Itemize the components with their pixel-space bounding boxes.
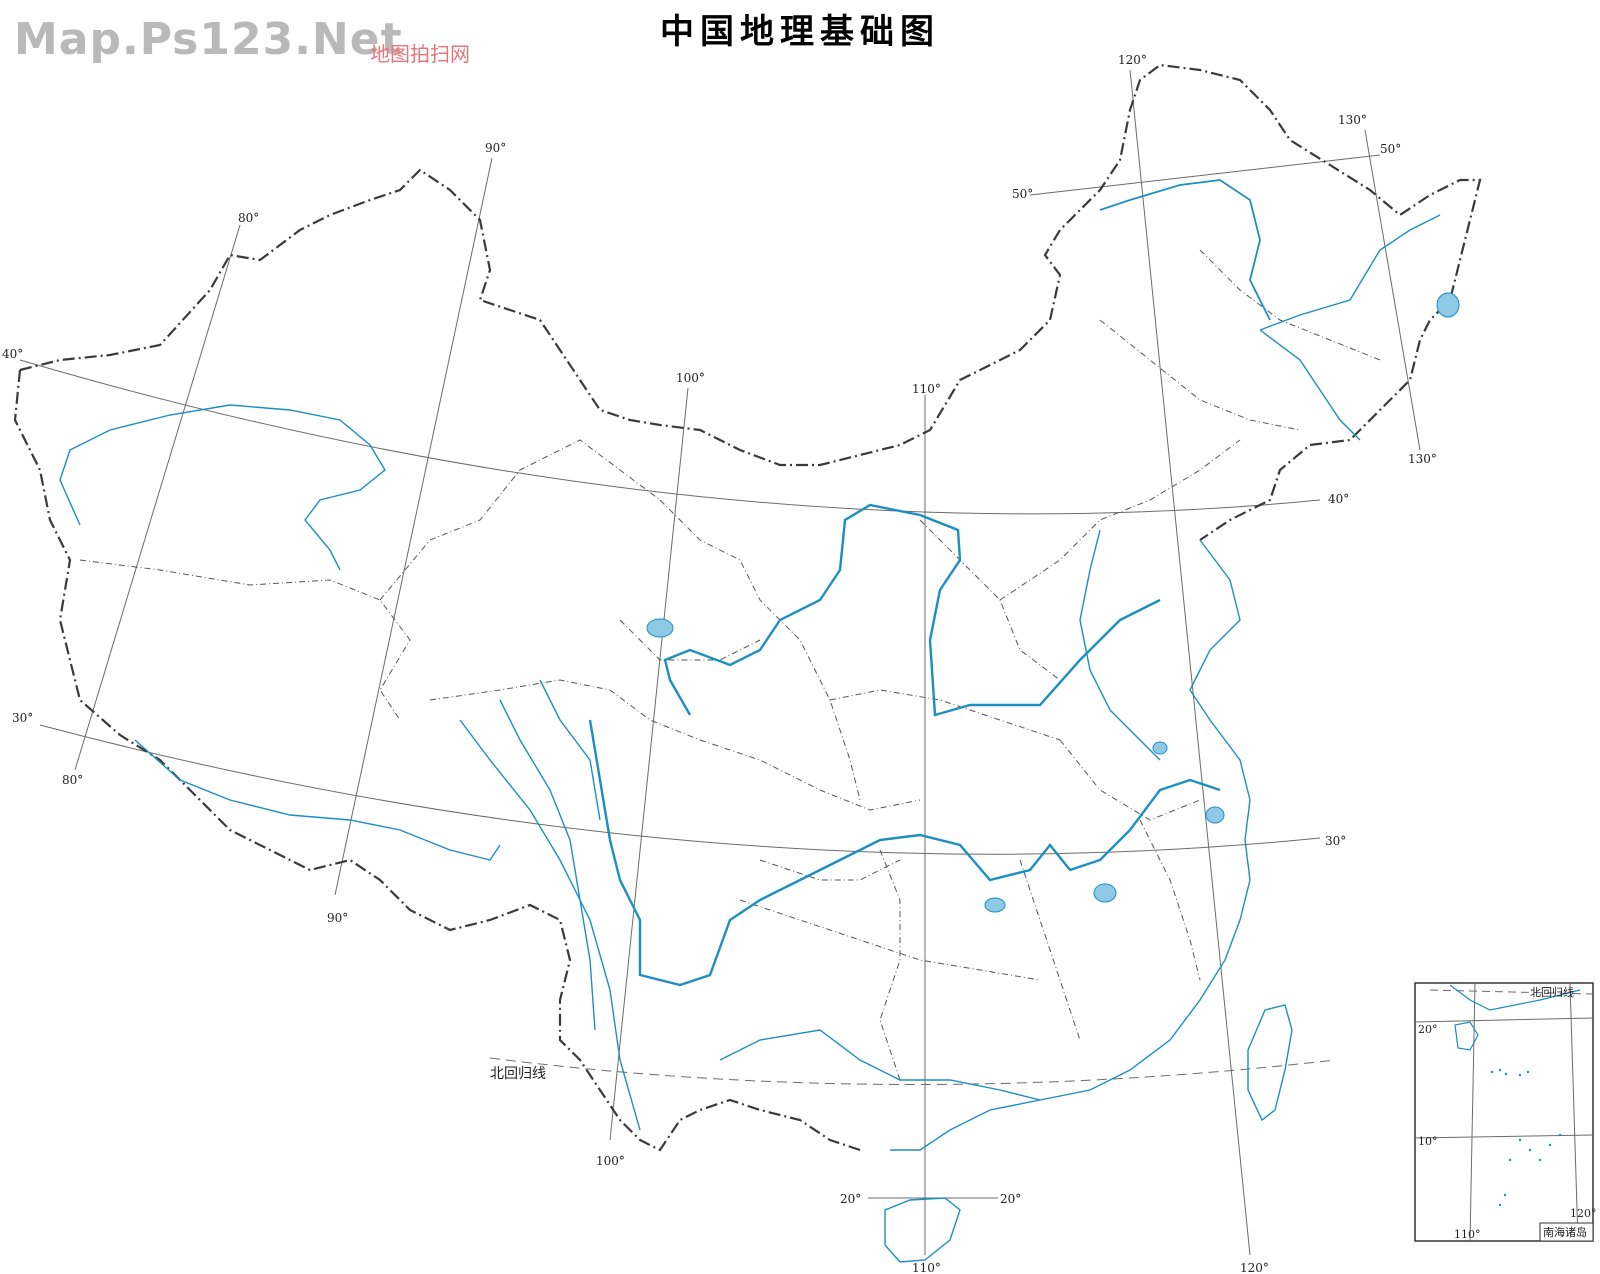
inset-label-110: 110° xyxy=(1454,1228,1481,1241)
watermark-sub: 地图拍扫网 xyxy=(370,42,470,66)
meridian-label-130-top: 130° xyxy=(1338,113,1367,127)
meridian-label-100-bottom: 100° xyxy=(596,1154,625,1168)
lakes xyxy=(646,292,1460,913)
tropic-of-cancer-line xyxy=(489,1057,1336,1085)
meridian-label-80-top: 80° xyxy=(238,211,259,225)
national-border xyxy=(19,63,1482,541)
yangtze-river xyxy=(588,719,1221,987)
coastline xyxy=(890,539,1251,1151)
meridian-label-90-top: 90° xyxy=(485,141,506,155)
inset-label-10: 10° xyxy=(1418,1135,1438,1148)
rivers xyxy=(59,179,1441,1131)
meridian-130 xyxy=(1364,129,1421,451)
meridian-label-130-bottom: 130° xyxy=(1408,452,1437,466)
parallel-label-30-left: 30° xyxy=(12,711,33,725)
xingkai-lake xyxy=(1436,292,1460,318)
songhua-river xyxy=(1259,214,1441,331)
inset-frame xyxy=(1414,982,1594,1242)
parallel-label-50-left: 50° xyxy=(1012,187,1033,201)
inset-title: 南海诸岛 xyxy=(1543,1225,1587,1239)
heilong-river xyxy=(1099,179,1271,321)
taihu-lake xyxy=(1205,806,1225,824)
parallel-label-50-right: 50° xyxy=(1380,142,1401,156)
meridian-label-120-top: 120° xyxy=(1118,53,1147,67)
parallel-40 xyxy=(19,359,1321,515)
inset-tropic-label: 北回归线 xyxy=(1530,985,1574,999)
liao-river xyxy=(1259,329,1361,441)
meridian-label-110-top: 110° xyxy=(912,382,941,396)
jinsha-river xyxy=(539,679,601,821)
pearl-river xyxy=(719,1029,1041,1101)
yellow-river xyxy=(663,503,1161,717)
yarlung-tsangpo xyxy=(134,739,501,861)
meridian-label-90-bottom: 90° xyxy=(327,911,348,925)
grand-canal xyxy=(1079,529,1161,761)
taiwan-island xyxy=(1247,1004,1293,1122)
parallel-label-20-left: 20° xyxy=(840,1192,861,1206)
graticule xyxy=(19,69,1421,1256)
meridian-label-100-top: 100° xyxy=(676,371,705,385)
graticule-labels: 80° 80° 90° 90° 100° 100° 110° 110° 120°… xyxy=(2,53,1437,1274)
inset-label-120: 120° xyxy=(1570,1207,1597,1220)
hainan-island xyxy=(884,1197,961,1263)
watermark-main: Map.Ps123.Net xyxy=(14,14,403,65)
national-border-southwest xyxy=(13,369,861,1152)
lancang-river xyxy=(459,719,641,1131)
meridian-label-110-bottom: 110° xyxy=(912,1261,941,1274)
parallel-label-30-right: 30° xyxy=(1325,834,1346,848)
parallel-50 xyxy=(1029,154,1381,196)
inset-south-china-sea: 南海诸岛 北回归线 20° 10° 110° 120° xyxy=(1414,982,1597,1242)
tarim-river xyxy=(59,404,386,571)
parallel-label-40-right: 40° xyxy=(1328,492,1349,506)
meridian-100 xyxy=(609,387,689,1141)
hongze-lake xyxy=(1152,741,1168,755)
dongting-lake xyxy=(1093,883,1117,903)
meridian-label-80-bottom: 80° xyxy=(62,773,83,787)
meridian-90 xyxy=(334,157,493,896)
poyang-lake xyxy=(984,897,1006,913)
meridian-label-120-bottom: 120° xyxy=(1240,1261,1269,1274)
parallel-label-20-right: 20° xyxy=(1000,1192,1021,1206)
nujiang-river xyxy=(499,699,596,1031)
meridian-120 xyxy=(1129,69,1251,1256)
inset-label-20: 20° xyxy=(1418,1023,1438,1036)
qinghai-lake xyxy=(646,618,674,638)
meridian-80 xyxy=(74,224,241,771)
parallel-30 xyxy=(39,724,1321,855)
inset-title-box xyxy=(1539,1222,1594,1242)
map-title: 中国地理基础图 xyxy=(660,12,940,52)
tropic-of-cancer-label: 北回归线 xyxy=(490,1065,546,1082)
parallel-label-40-left: 40° xyxy=(2,347,23,361)
